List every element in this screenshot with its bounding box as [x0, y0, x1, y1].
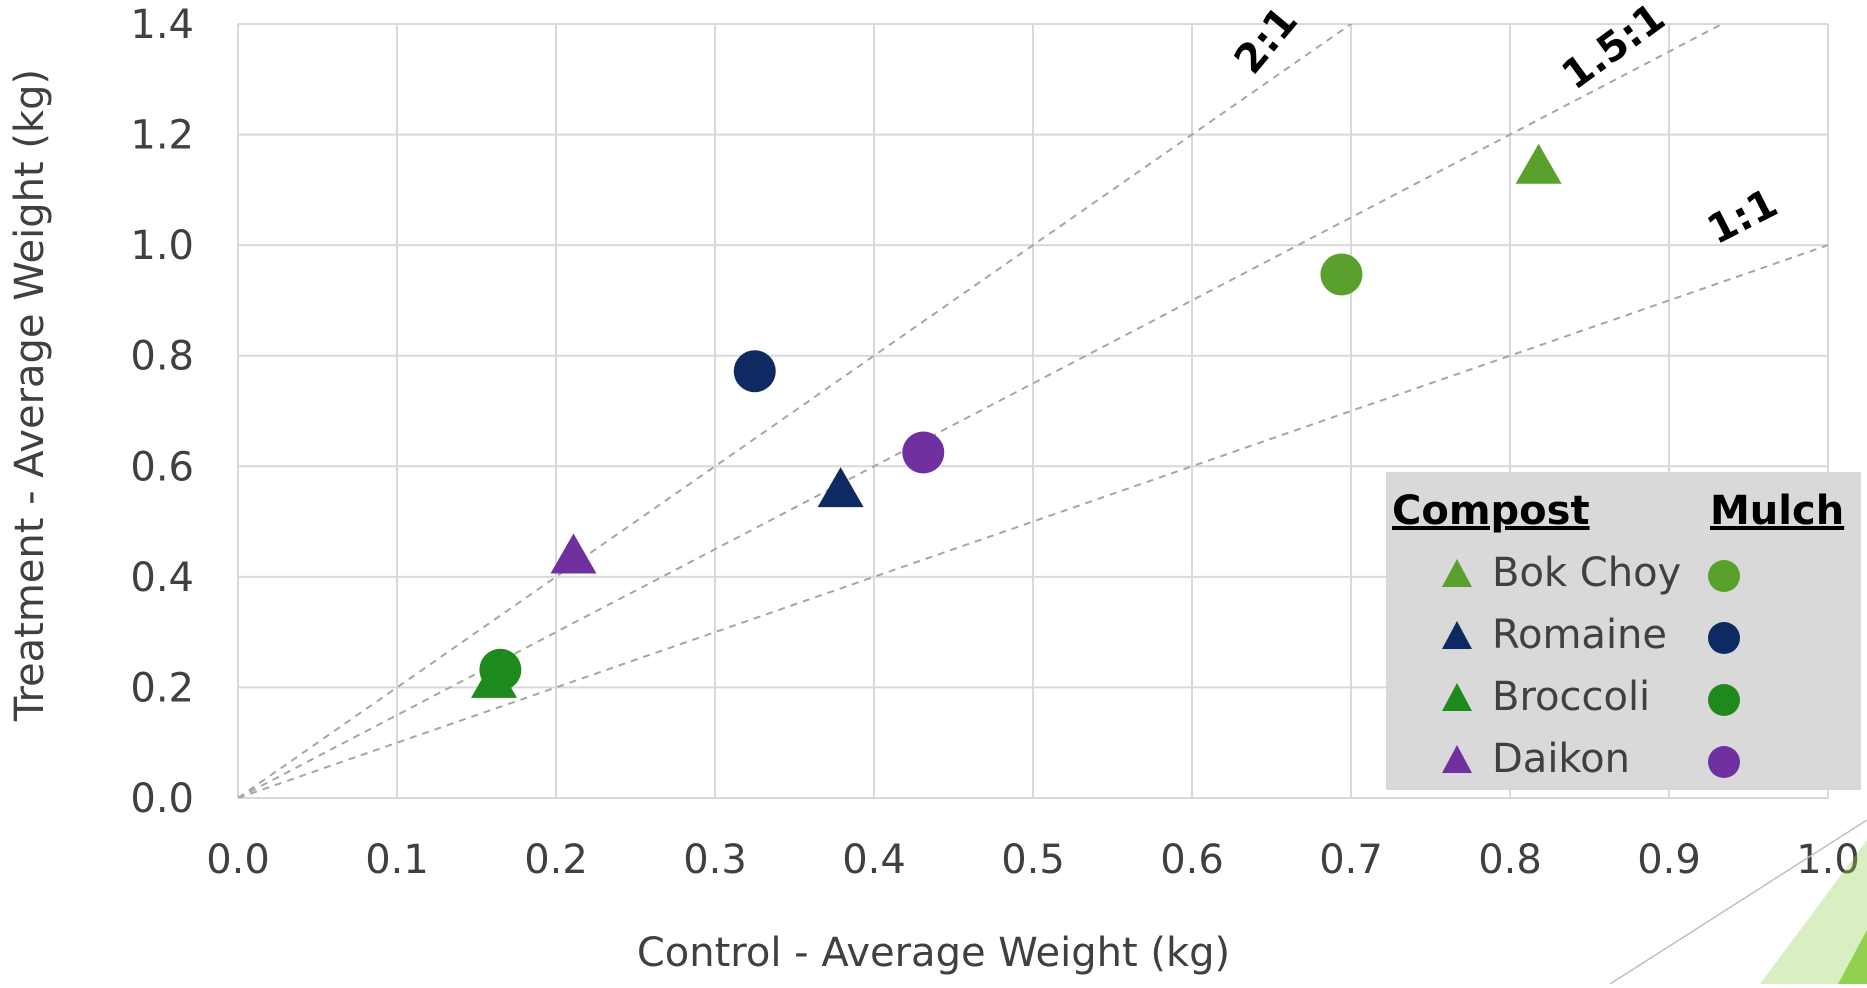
- x-tick-label: 0.1: [365, 837, 429, 883]
- y-tick-label: 1.2: [130, 113, 194, 159]
- legend-item-bok-choy: Bok Choy: [1386, 544, 1861, 604]
- x-tick-label: 0.4: [842, 837, 906, 883]
- daikon-compost-point: [550, 533, 597, 574]
- x-tick-label: 0.9: [1637, 837, 1701, 883]
- reference-line: [238, 24, 1353, 798]
- legend-label-daikon: Daikon: [1492, 736, 1630, 782]
- legend-header-compost: Compost: [1392, 488, 1590, 534]
- romaine-mulch-point: [733, 350, 776, 393]
- y-tick-label: 0.6: [130, 444, 194, 490]
- legend-header-mulch: Mulch: [1710, 488, 1845, 534]
- y-tick-label: 0.8: [130, 334, 194, 380]
- legend-label-romaine: Romaine: [1492, 612, 1668, 658]
- broccoli-mulch-point: [479, 648, 522, 691]
- y-tick-label: 1.4: [130, 2, 194, 48]
- legend-label-broccoli: Broccoli: [1492, 674, 1651, 720]
- bok-choy-compost-point: [1515, 143, 1562, 184]
- bok-choy-compost-triangle-icon: [1442, 559, 1472, 587]
- legend-label-bok-choy: Bok Choy: [1492, 550, 1682, 596]
- reference-line-label: 1.5:1: [1554, 0, 1674, 99]
- legend-item-broccoli: Broccoli: [1386, 668, 1861, 728]
- corner-decoration-accent: [1838, 930, 1867, 984]
- romaine-compost-point: [817, 467, 864, 508]
- legend: Compost Mulch Bok Choy Romaine Broccoli …: [1386, 472, 1861, 790]
- x-tick-label: 0.2: [524, 837, 588, 883]
- bok-choy-mulch-point: [1320, 253, 1363, 296]
- x-tick-label: 0.5: [1001, 837, 1065, 883]
- corner-decoration-line: [1609, 819, 1867, 985]
- y-tick-label: 0.2: [130, 665, 194, 711]
- y-tick-label: 0.0: [130, 776, 194, 822]
- x-tick-label: 0.7: [1319, 837, 1383, 883]
- x-axis-title: Control - Average Weight (kg): [636, 930, 1231, 976]
- corner-decoration: [1760, 840, 1867, 984]
- x-tick-label: 0.0: [206, 837, 270, 883]
- reference-line-label: 1:1: [1700, 180, 1785, 254]
- x-tick-label: 0.8: [1478, 837, 1542, 883]
- romaine-mulch-circle-icon: [1708, 622, 1740, 654]
- broccoli-mulch-circle-icon: [1708, 684, 1740, 716]
- daikon-mulch-point: [902, 431, 945, 474]
- romaine-compost-triangle-icon: [1442, 621, 1472, 649]
- legend-item-romaine: Romaine: [1386, 606, 1861, 666]
- y-tick-label: 0.4: [130, 555, 194, 601]
- broccoli-compost-triangle-icon: [1442, 683, 1472, 711]
- reference-line-label: 2:1: [1226, 0, 1307, 83]
- y-axis-title: Treatment - Average Weight (kg): [7, 68, 53, 722]
- legend-item-daikon: Daikon: [1386, 730, 1861, 790]
- y-tick-label: 1.0: [130, 223, 194, 269]
- x-tick-label: 0.6: [1160, 837, 1224, 883]
- daikon-compost-triangle-icon: [1442, 745, 1472, 773]
- daikon-mulch-circle-icon: [1708, 746, 1740, 778]
- x-tick-label: 0.3: [683, 837, 747, 883]
- bok-choy-mulch-circle-icon: [1708, 560, 1740, 592]
